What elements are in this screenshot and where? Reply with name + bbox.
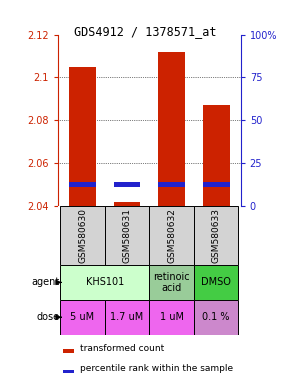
Text: GSM580633: GSM580633: [212, 208, 221, 263]
Bar: [203, 105, 230, 206]
Text: KHS101: KHS101: [86, 277, 124, 287]
Bar: [149, 206, 194, 265]
Bar: [149, 300, 194, 334]
Text: GSM580631: GSM580631: [123, 208, 132, 263]
Bar: [60, 206, 105, 265]
Bar: [105, 300, 149, 334]
Bar: [194, 300, 238, 334]
Bar: [194, 265, 238, 300]
Bar: [60, 300, 105, 334]
Bar: [158, 52, 185, 206]
Bar: [194, 206, 238, 265]
Text: GSM580630: GSM580630: [78, 208, 87, 263]
Text: 1 uM: 1 uM: [160, 312, 184, 322]
Text: retinoic
acid: retinoic acid: [153, 271, 190, 293]
Bar: [158, 182, 185, 187]
Text: DMSO: DMSO: [201, 277, 231, 287]
Bar: [69, 182, 96, 187]
Text: GDS4912 / 1378571_at: GDS4912 / 1378571_at: [74, 25, 216, 38]
Bar: [114, 182, 140, 187]
Bar: [114, 202, 140, 206]
Text: 5 uM: 5 uM: [70, 312, 95, 322]
Text: transformed count: transformed count: [80, 344, 164, 353]
Bar: [149, 265, 194, 300]
Text: 0.1 %: 0.1 %: [202, 312, 230, 322]
Bar: [64, 349, 74, 353]
Text: dose: dose: [36, 312, 59, 322]
Bar: [60, 265, 149, 300]
Text: GSM580632: GSM580632: [167, 208, 176, 263]
Text: 1.7 uM: 1.7 uM: [110, 312, 144, 322]
Bar: [69, 67, 96, 206]
Bar: [64, 369, 74, 373]
Bar: [105, 206, 149, 265]
Text: agent: agent: [31, 277, 59, 287]
Bar: [203, 182, 230, 187]
Text: percentile rank within the sample: percentile rank within the sample: [80, 364, 233, 373]
